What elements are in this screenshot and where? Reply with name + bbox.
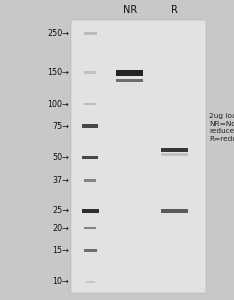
Bar [83,156,98,159]
Bar [117,80,143,82]
Bar [161,148,188,152]
Bar [84,32,97,35]
Bar [84,249,97,252]
Text: 2ug loading
NR=Non-
reduced
R=reduced: 2ug loading NR=Non- reduced R=reduced [209,113,234,142]
Bar [71,20,206,292]
Bar [84,227,96,230]
Text: 10→: 10→ [52,277,69,286]
Text: 20→: 20→ [52,224,69,232]
Bar [84,71,96,74]
Bar [117,70,143,76]
Text: NR: NR [123,5,137,15]
Bar [161,153,188,156]
Text: 150→: 150→ [47,68,69,77]
Text: 37→: 37→ [52,176,69,185]
Text: 25→: 25→ [52,206,69,215]
Bar [83,124,98,128]
Text: 75→: 75→ [52,122,69,131]
Text: R: R [171,5,178,15]
Text: 100→: 100→ [47,100,69,109]
Text: 15→: 15→ [52,246,69,255]
Text: 50→: 50→ [52,153,69,162]
Bar [84,103,96,105]
Text: 250→: 250→ [47,29,69,38]
Bar [82,209,99,213]
Bar [161,209,188,213]
Bar [86,280,95,283]
Bar [84,179,96,182]
